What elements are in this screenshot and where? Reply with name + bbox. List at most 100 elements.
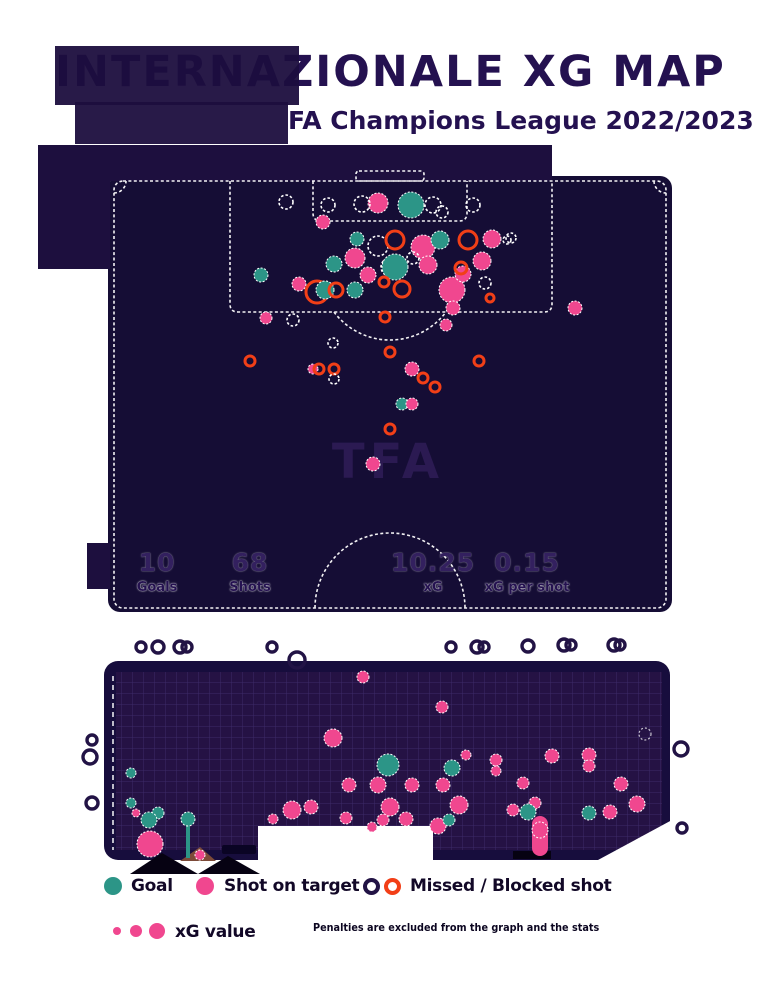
shot-marker-p: [482, 229, 502, 249]
legend-xg-dot-small: [113, 927, 121, 935]
shot-marker-p: [445, 300, 461, 316]
shot-marker-m: [81, 748, 99, 766]
glitch-title-block: [55, 46, 299, 105]
shot-marker-g: [349, 231, 365, 247]
shot-marker-m: [84, 795, 100, 811]
shot-marker-p: [567, 300, 583, 316]
pitch-background: [108, 176, 672, 612]
shot-marker-p: [438, 276, 466, 304]
glitch-black-1: [130, 853, 198, 874]
stat-shots: 68 Shots: [165, 548, 335, 595]
shot-marker-g: [253, 267, 269, 283]
shot-marker-m: [353, 195, 371, 213]
stat-xg-per-shot-label: xG per shot: [484, 580, 570, 595]
glitch-black-2: [198, 856, 260, 874]
shot-marker-p: [449, 795, 469, 815]
shot-marker-p: [404, 777, 420, 793]
shot-marker-b: [327, 281, 345, 299]
legend-xg-dot-large: [149, 923, 165, 939]
penalty-box: [229, 181, 553, 313]
shot-marker-b: [392, 279, 412, 299]
shot-marker-p: [516, 776, 530, 790]
shot-marker-p: [267, 813, 279, 825]
stat-xg-per-shot-value: 0.15: [494, 548, 560, 577]
shot-marker-p: [490, 765, 502, 777]
shot-marker-p: [282, 800, 302, 820]
shot-marker-b: [428, 380, 442, 394]
shot-marker-g: [442, 813, 456, 827]
shot-marker-m: [444, 640, 458, 654]
shot-marker-b: [243, 354, 257, 368]
penalties-note: Penalties are excluded from the graph an…: [313, 921, 600, 934]
shot-marker-p: [369, 776, 387, 794]
shot-marker-p: [291, 276, 307, 292]
legend-on-target-icon: [196, 877, 214, 895]
glitch-left-block: [38, 145, 110, 269]
shot-marker-p: [323, 728, 343, 748]
legend-on-target-label: Shot on target: [224, 876, 360, 896]
shot-marker-b: [416, 371, 430, 385]
shot-marker-b: [472, 354, 486, 368]
penalty-arc: [333, 311, 447, 341]
shot-marker-p: [582, 759, 596, 773]
shot-marker-g: [125, 767, 137, 779]
shot-marker-m: [465, 197, 481, 213]
shot-marker-m: [327, 337, 339, 349]
shot-marker-p: [380, 797, 400, 817]
stat-goals: 10 Goals: [72, 548, 242, 595]
shot-marker-b: [384, 229, 406, 251]
pitch-boundary: [113, 180, 667, 609]
shot-marker-p: [613, 776, 629, 792]
shot-marker-g: [443, 759, 461, 777]
pitch-shot-markers: [243, 191, 583, 472]
shot-marker-p: [344, 247, 366, 269]
shot-marker-m: [505, 232, 517, 244]
stat-xg: 10.25 xG: [348, 548, 518, 595]
tfa-watermark: TFA: [332, 434, 444, 490]
shot-marker-p: [628, 795, 646, 813]
shot-marker-g: [430, 230, 450, 250]
glitch-black-bar: [513, 851, 551, 859]
stat-shots-value: 68: [231, 548, 269, 577]
stat-xg-value: 10.25: [390, 548, 476, 577]
shot-marker-gh: [638, 727, 652, 741]
glitch-band: [38, 145, 552, 181]
shot-marker-p: [376, 813, 390, 827]
shot-marker-p: [259, 311, 273, 325]
shot-marker-m: [469, 639, 485, 655]
six-yard-box: [312, 181, 468, 222]
goal-mouth-map: [81, 637, 690, 874]
legend-blocked-icon: [384, 878, 401, 895]
shot-marker-m: [150, 639, 166, 655]
shot-marker-p: [359, 266, 377, 284]
shot-marker-m: [406, 251, 420, 265]
shot-marker-m: [502, 235, 512, 245]
shot-marker-p: [602, 804, 618, 820]
shot-marker-p: [489, 753, 503, 767]
shot-marker-m: [286, 313, 300, 327]
glitch-edge-block: [87, 543, 110, 589]
shot-marker-b: [383, 345, 397, 359]
centre-circle: [314, 532, 466, 609]
glitch-subtitle-block: [75, 102, 288, 144]
pitch-shot-map: TFA: [38, 145, 672, 612]
shot-marker-m: [435, 205, 449, 219]
shot-marker-b: [457, 229, 479, 251]
corner-arc-right: [653, 180, 667, 194]
shot-marker-m: [172, 639, 188, 655]
legend-goal-icon: [104, 877, 122, 895]
shot-marker-g: [581, 805, 597, 821]
shot-marker-p: [472, 251, 492, 271]
shot-marker-p: [581, 747, 597, 763]
glitch-smudge: [222, 845, 256, 854]
shot-marker-p: [339, 811, 353, 825]
shot-marker-p: [531, 821, 549, 839]
shot-marker-p: [194, 849, 206, 861]
shot-marker-b: [383, 422, 397, 436]
shot-marker-p: [404, 361, 420, 377]
shot-marker-p: [506, 803, 520, 817]
shot-marker-m: [520, 638, 536, 654]
shot-marker-b: [484, 292, 496, 304]
shot-marker-m: [675, 821, 689, 835]
shot-marker-m: [477, 640, 491, 654]
